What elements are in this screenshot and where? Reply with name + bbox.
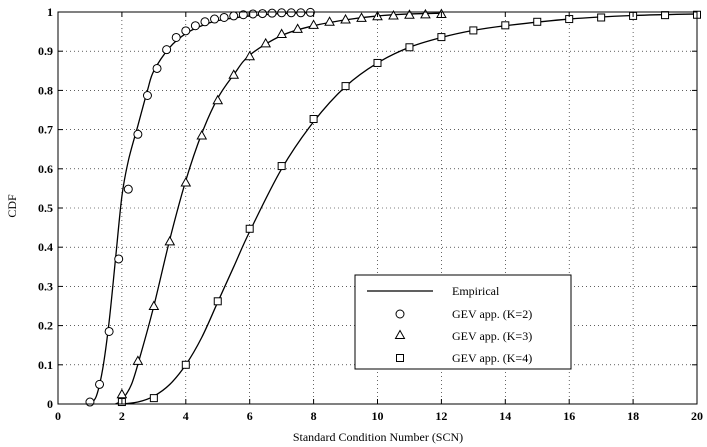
triangle-marker [180,177,192,187]
triangle-marker [404,9,415,19]
circle-marker [95,379,105,389]
y-tick-label: 0.8 [38,83,53,97]
triangle-marker [196,129,208,140]
circle-marker [114,254,124,264]
x-tick-label: 20 [691,409,703,423]
circle-marker [296,8,306,18]
square-marker [341,82,350,91]
square-marker [277,162,286,171]
triangle-marker [388,10,399,20]
y-axis-label: CDF [5,194,19,218]
y-tick-label: 0 [47,397,53,411]
square-marker [597,13,606,22]
y-tick-label: 0.1 [38,358,53,372]
grid-lines [58,12,697,404]
square-marker [181,360,190,369]
legend-k3-label: GEV app. (K=3) [452,329,532,343]
triangle-marker [276,28,288,38]
circle-marker [104,326,114,336]
circle-marker [200,17,210,27]
circle-marker [162,45,172,55]
legend-triangle-marker [394,329,406,339]
circle-marker [85,397,95,407]
triangle-marker [228,69,240,79]
square-marker [245,224,254,233]
square-marker [373,58,382,67]
triangle-marker [308,19,319,29]
x-tick-label: 14 [499,409,511,423]
triangle-marker [212,94,224,105]
x-tick-label: 6 [247,409,253,423]
axis-ticks [57,11,698,405]
circle-marker [238,10,248,20]
y-tick-label: 0.4 [38,240,53,254]
circle-marker [133,129,143,139]
square-marker [469,26,478,35]
y-tick-label: 1 [47,5,53,19]
circle-marker [257,9,267,19]
x-tick-label: 2 [119,409,125,423]
triangle-marker [244,50,256,61]
circle-marker [152,63,162,73]
y-tick-label: 0.9 [38,44,53,58]
triangle-marker [132,355,144,365]
legend-empirical-label: Empirical [452,284,500,298]
circle-marker [190,21,200,31]
square-marker [437,33,446,42]
y-tick-label: 0.3 [38,279,53,293]
square-marker [501,21,510,30]
triangle-marker [340,13,351,24]
circle-marker [142,90,152,100]
circle-marker [277,8,287,18]
legend-k4-label: GEV app. (K=4) [452,351,532,365]
square-marker [149,394,158,403]
tick-labels: 0 2 4 6 8 10 12 14 16 18 20 0 0.1 0.2 0.3 0.4 0.5 0.6 0.7 0… [38,5,703,423]
x-tick-label: 8 [311,409,317,423]
circle-marker [171,32,181,42]
x-axis-label: Standard Condition Number (SCN) [293,430,463,444]
x-tick-label: 10 [372,409,384,423]
square-marker [213,297,222,306]
triangle-marker [420,8,431,19]
x-tick-label: 12 [435,409,447,423]
triangle-marker [292,23,303,33]
triangle-marker [356,12,367,22]
circle-marker [181,26,191,36]
y-tick-label: 0.2 [38,319,53,333]
triangle-marker [324,16,335,26]
y-tick-label: 0.5 [38,201,53,215]
y-tick-label: 0.6 [38,162,53,176]
square-marker [309,115,318,124]
empirical-curve [89,12,314,405]
circle-marker [219,12,229,22]
circle-marker [267,8,277,18]
triangle-marker [260,37,272,48]
legend-square-marker [396,354,404,362]
legend-circle-marker [395,309,405,319]
legend-k2-label: GEV app. (K=2) [452,307,532,321]
circle-marker [286,8,296,18]
x-tick-label: 4 [183,409,189,423]
x-tick-label: 16 [563,409,575,423]
x-tick-label: 18 [627,409,639,423]
triangle-marker [148,300,160,310]
triangle-marker [164,235,176,246]
circle-marker [229,11,239,21]
circle-marker [123,184,133,194]
square-marker [661,11,670,20]
x-tick-label: 0 [55,409,61,423]
y-tick-label: 0.7 [38,123,53,137]
legend: Empirical GEV app. (K=2) GEV app. (K=3) … [354,274,572,370]
circle-marker [210,14,220,24]
square-marker [405,43,414,52]
square-marker [533,17,542,26]
triangle-marker [116,388,128,399]
